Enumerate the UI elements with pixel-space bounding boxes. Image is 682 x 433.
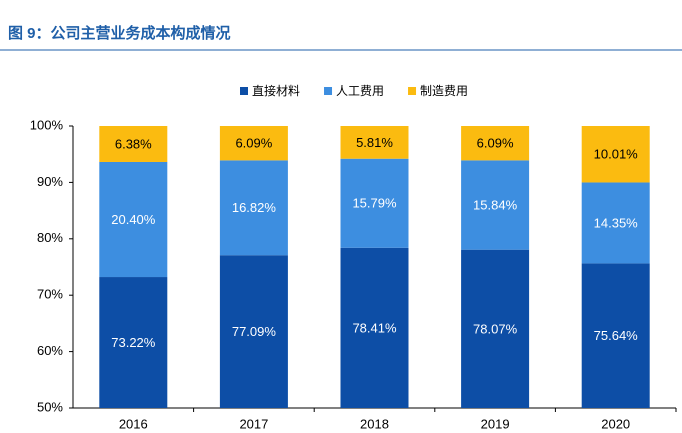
value-label: 6.38% xyxy=(115,136,152,151)
value-label: 73.22% xyxy=(111,335,156,350)
value-label: 6.09% xyxy=(477,136,514,151)
value-label: 10.01% xyxy=(594,147,639,162)
y-tick-label: 90% xyxy=(37,174,63,189)
bar-segment xyxy=(340,247,409,408)
value-label: 15.79% xyxy=(352,196,397,211)
bar-segment xyxy=(461,160,530,250)
x-tick-label: 2018 xyxy=(360,416,389,431)
legend-label: 制造费用 xyxy=(420,84,468,98)
y-tick-label: 80% xyxy=(37,230,63,245)
bar-segment xyxy=(581,263,650,408)
value-label: 77.09% xyxy=(232,324,277,339)
legend-swatch xyxy=(324,87,333,95)
bar-segment xyxy=(461,126,530,161)
bar-segment xyxy=(340,126,409,159)
y-tick-label: 60% xyxy=(37,343,63,358)
bar-segment xyxy=(461,249,530,408)
legend-label: 人工费用 xyxy=(336,84,384,98)
legend-label: 直接材料 xyxy=(252,83,300,98)
bar-segment xyxy=(219,255,288,408)
value-label: 15.84% xyxy=(473,197,518,212)
chart-title: 图 9：公司主营业务成本构成情况 xyxy=(8,24,231,42)
value-label: 78.41% xyxy=(352,320,397,335)
value-label: 14.35% xyxy=(594,215,639,230)
x-tick-label: 2016 xyxy=(119,416,148,431)
x-tick-label: 2020 xyxy=(601,416,630,431)
bar-segment xyxy=(219,160,288,256)
bar-segment xyxy=(99,126,168,162)
value-label: 6.09% xyxy=(235,136,272,151)
y-tick-label: 70% xyxy=(37,287,63,302)
x-tick-label: 2019 xyxy=(481,416,510,431)
bar-segment xyxy=(99,161,168,278)
value-label: 5.81% xyxy=(356,135,393,150)
value-label: 16.82% xyxy=(232,200,277,215)
legend-swatch xyxy=(240,87,248,95)
value-label: 20.40% xyxy=(111,212,156,227)
y-tick-label: 100% xyxy=(30,117,64,132)
y-tick-label: 50% xyxy=(37,399,63,414)
bar-segment xyxy=(99,277,168,408)
value-label: 75.64% xyxy=(594,328,639,343)
bar-segment xyxy=(581,126,650,183)
x-tick-label: 2017 xyxy=(239,416,268,431)
value-label: 78.07% xyxy=(473,321,518,336)
bar-segment xyxy=(340,158,409,248)
bar-segment xyxy=(581,182,650,264)
legend-swatch xyxy=(408,87,417,95)
bar-segment xyxy=(219,126,288,161)
